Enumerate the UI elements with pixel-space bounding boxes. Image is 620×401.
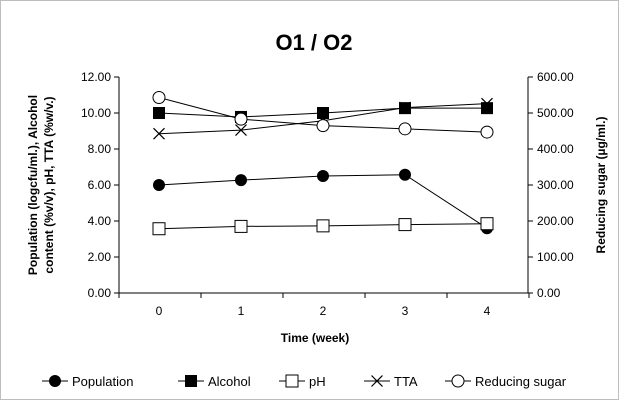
legend-label: TTA: [394, 374, 418, 389]
y-tick-label: 6.00: [88, 178, 112, 192]
data-point-tta: [399, 101, 411, 114]
x-tick-label: 1: [238, 304, 245, 318]
data-point-tta: [481, 97, 493, 110]
y-tick-label: 12.00: [81, 70, 111, 84]
y2-tick-label: 0.00: [537, 286, 561, 300]
data-point-ph: [316, 219, 330, 233]
legend-marker: [451, 374, 465, 388]
y2-tick-label: 400.00: [537, 142, 574, 156]
data-point-tta: [153, 127, 165, 140]
y2-tick-label: 500.00: [537, 106, 574, 120]
legend-label: Population: [72, 374, 133, 389]
x-tick-label: 3: [402, 304, 409, 318]
data-point-alcohol: [481, 102, 493, 115]
x-tick-label: 0: [156, 304, 163, 318]
data-point-population: [235, 174, 247, 187]
axes: [114, 76, 533, 298]
legend-marker: [371, 375, 383, 387]
legend: Population Alcohol pH TTA Reducing sugar: [42, 374, 567, 389]
data-point-reducing-sugar: [152, 91, 166, 105]
data-point-population: [153, 179, 165, 191]
marker-stroke: [371, 375, 383, 387]
data-point-alcohol: [317, 107, 329, 119]
x-tick-label: 2: [320, 304, 327, 318]
legend-item-population: Population: [42, 374, 133, 389]
legend-marker: [49, 375, 61, 387]
tick-labels: 0.00 2.00 4.00 6.00 8.00 10.00 12.00 0.00 100.00…: [81, 70, 574, 318]
y-tick-label: 0.00: [88, 286, 112, 300]
chart-title: O1 / O2: [275, 30, 352, 55]
y-tick-label: 2.00: [88, 250, 112, 264]
data-point-ph: [480, 217, 494, 231]
y-tick-label: 8.00: [88, 142, 112, 156]
data-point-reducing-sugar: [480, 125, 494, 139]
marker-stroke: [481, 97, 493, 110]
legend-item-alcohol: Alcohol: [178, 374, 251, 389]
legend-label: Alcohol: [208, 374, 251, 389]
data-point-population: [399, 168, 411, 181]
legend-marker: [285, 374, 299, 388]
x-axis-title: Time (week): [281, 331, 349, 345]
y2-tick-label: 100.00: [537, 250, 574, 264]
legend-label: Reducing sugar: [475, 374, 567, 389]
y2-tick-label: 300.00: [537, 178, 574, 192]
x-tick-label: 4: [484, 304, 491, 318]
data-point-alcohol: [153, 107, 165, 119]
y2-tick-label: 200.00: [537, 214, 574, 228]
legend-item-reducing-sugar: Reducing sugar: [445, 374, 567, 389]
data-point-reducing-sugar: [234, 112, 248, 126]
series-markers: [152, 91, 494, 236]
y2-tick-label: 600.00: [537, 70, 574, 84]
y2-axis-title: Reducing sugar (µg/ml.): [594, 117, 608, 254]
marker-stroke: [235, 124, 247, 137]
data-point-population: [317, 170, 329, 182]
y-axis-title-line2: content (%v/v), pH, TTA (%w/v.): [42, 96, 56, 273]
legend-marker: [185, 375, 197, 387]
y-axis-title-line1: Population (logcfu/ml.), Alcohol: [26, 95, 40, 275]
y-tick-label: 10.00: [81, 106, 111, 120]
data-point-ph: [152, 222, 166, 236]
y-tick-label: 4.00: [88, 214, 112, 228]
data-point-ph: [234, 219, 248, 233]
legend-label: pH: [309, 374, 326, 389]
legend-item-ph: pH: [279, 374, 326, 389]
data-point-tta: [235, 124, 247, 137]
legend-item-tta: TTA: [364, 374, 418, 389]
marker-stroke: [153, 127, 165, 140]
data-point-reducing-sugar: [316, 119, 330, 133]
data-point-reducing-sugar: [398, 122, 412, 136]
marker-stroke: [399, 101, 411, 114]
data-point-ph: [398, 218, 412, 232]
